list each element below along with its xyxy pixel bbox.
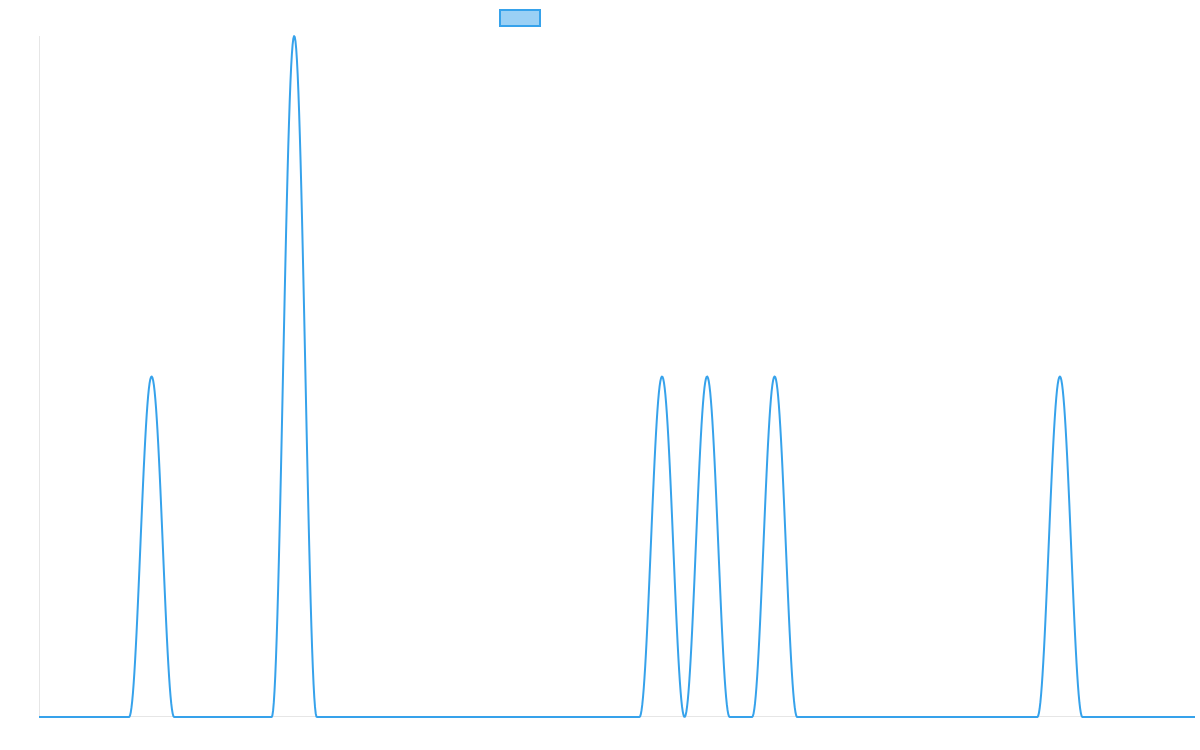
axes	[39, 36, 1195, 717]
legend[interactable]	[499, 9, 541, 27]
legend-swatch[interactable]	[499, 9, 541, 27]
plot-area	[38, 35, 1196, 718]
series-line	[38, 35, 1196, 718]
